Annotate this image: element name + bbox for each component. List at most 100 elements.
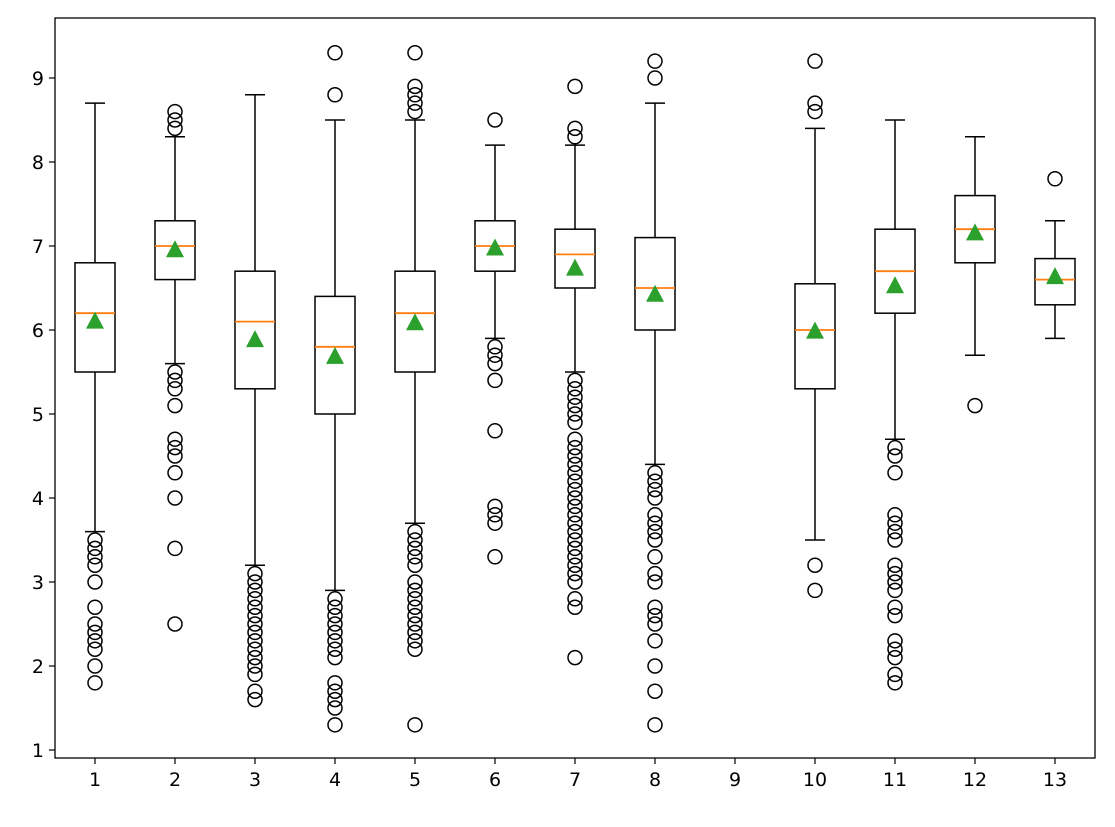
outlier-point — [247, 591, 263, 607]
outlier-point — [247, 607, 263, 624]
outlier-point — [567, 498, 583, 515]
outlier-point — [567, 439, 583, 456]
box-group-6 — [474, 112, 516, 565]
outlier-point — [407, 717, 423, 733]
outlier-point — [567, 532, 583, 548]
outlier-point — [647, 599, 663, 615]
outlier-point — [487, 507, 503, 523]
outlier-point — [87, 540, 103, 557]
box — [394, 270, 436, 373]
x-tick-label: 6 — [489, 769, 501, 791]
outlier-point — [807, 557, 823, 573]
outlier-point — [167, 103, 183, 120]
outlier-point — [887, 666, 903, 683]
mean-marker — [1046, 267, 1064, 285]
outlier-point — [807, 53, 823, 69]
outlier-point — [567, 523, 583, 540]
outlier-point — [887, 532, 903, 548]
x-tick-label: 13 — [1043, 769, 1067, 791]
outlier-point — [887, 649, 903, 666]
outlier-point — [327, 624, 343, 641]
x-tick-label: 7 — [569, 769, 581, 791]
x-tick-label: 11 — [883, 769, 907, 791]
box — [634, 236, 676, 331]
outlier-point — [567, 540, 583, 557]
outlier-point — [407, 95, 423, 111]
outlier-point — [487, 372, 503, 389]
y-tick-label: 4 — [32, 488, 44, 510]
outlier-point — [167, 490, 183, 506]
outlier-point — [887, 523, 903, 540]
box — [314, 295, 356, 415]
outlier-point — [327, 641, 343, 657]
outlier-point — [567, 591, 583, 607]
outlier-point — [247, 641, 263, 657]
outlier-point — [487, 355, 503, 372]
y-tick-label: 2 — [32, 656, 44, 678]
y-tick-label: 5 — [32, 404, 44, 426]
outlier-point — [887, 439, 903, 456]
outlier-point — [887, 565, 903, 582]
outlier-point — [407, 549, 423, 565]
outlier-point — [567, 406, 583, 422]
outlier-point — [647, 490, 663, 506]
box-group-13 — [1034, 171, 1076, 340]
x-tick-label: 2 — [169, 769, 181, 791]
outlier-point — [247, 616, 263, 632]
outlier-point — [887, 507, 903, 523]
y-tick-label: 1 — [32, 740, 44, 762]
outlier-point — [87, 633, 103, 649]
outlier-point — [407, 523, 423, 540]
box-group-7 — [554, 78, 596, 666]
outlier-point — [407, 591, 423, 607]
mean-marker — [566, 258, 584, 276]
outlier-point — [327, 675, 343, 691]
outlier-point — [887, 465, 903, 481]
box-group-3 — [234, 94, 276, 708]
outlier-point — [647, 565, 663, 582]
outlier-point — [407, 78, 423, 95]
outlier-point — [407, 87, 423, 103]
outlier-point — [647, 549, 663, 565]
outlier-point — [647, 607, 663, 624]
y-tick-label: 6 — [32, 320, 44, 342]
box — [74, 262, 116, 373]
outlier-point — [887, 641, 903, 657]
mean-marker — [326, 346, 344, 364]
x-tick-label: 8 — [649, 769, 661, 791]
outlier-point — [407, 540, 423, 557]
outlier-point — [567, 649, 583, 666]
outlier-point — [247, 633, 263, 649]
outlier-point — [567, 78, 583, 95]
outlier-point — [567, 549, 583, 565]
outlier-point — [887, 448, 903, 464]
outlier-point — [327, 45, 343, 61]
outlier-point — [567, 481, 583, 498]
outlier-point — [567, 372, 583, 389]
outlier-point — [167, 439, 183, 456]
mean-marker — [806, 321, 824, 339]
mean-marker — [406, 313, 424, 331]
outlier-point — [647, 53, 663, 69]
outlier-point — [487, 549, 503, 565]
x-tick-label: 4 — [329, 769, 341, 791]
y-tick-label: 8 — [32, 152, 44, 174]
outlier-point — [807, 95, 823, 111]
outlier-point — [567, 515, 583, 531]
outlier-point — [167, 112, 183, 128]
outlier-point — [567, 381, 583, 397]
x-tick-label: 12 — [963, 769, 987, 791]
outlier-point — [807, 582, 823, 599]
x-tick-label: 9 — [729, 769, 741, 791]
outlier-point — [87, 599, 103, 615]
x-tick-label: 5 — [409, 769, 421, 791]
outlier-point — [87, 641, 103, 657]
outlier-point — [487, 339, 503, 355]
outlier-point — [87, 574, 103, 590]
box — [1034, 257, 1076, 306]
outlier-point — [567, 465, 583, 481]
outlier-point — [87, 658, 103, 674]
outlier-point — [167, 120, 183, 137]
box-group-12 — [954, 136, 996, 414]
